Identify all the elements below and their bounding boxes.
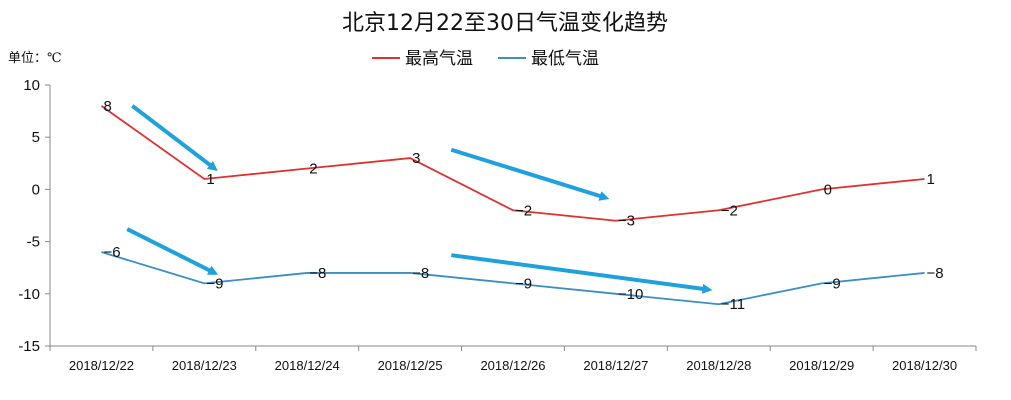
y-tick-label: -10	[18, 286, 40, 303]
data-label: 1	[206, 171, 214, 188]
y-tick-label: 10	[23, 77, 40, 94]
data-label: −2	[721, 202, 738, 219]
data-label: 2	[309, 161, 317, 178]
x-tick-label: 2018/12/27	[583, 358, 648, 373]
data-label: −8	[927, 265, 944, 282]
data-label: 8	[103, 98, 111, 115]
series-layer: 8 1 2 3 −2 −3 −2 0 1 −6 −9 −8 −8 −9 −10 −11 −9 −8	[100, 98, 944, 313]
trend-arrow	[450, 147, 610, 201]
data-label: −2	[515, 202, 532, 219]
y-tick-label: -5	[27, 234, 40, 251]
data-label: −9	[515, 275, 532, 292]
series-line-low	[101, 251, 925, 306]
series-line-high	[100, 105, 925, 222]
y-tick-label: 0	[32, 181, 40, 198]
x-tick-label: 2018/12/28	[686, 358, 751, 373]
x-tick-label: 2018/12/30	[892, 358, 957, 373]
data-label: −8	[309, 265, 326, 282]
x-tick-label: 2018/12/23	[172, 358, 237, 373]
trend-arrow	[126, 227, 219, 275]
annotation-arrows	[126, 104, 713, 294]
data-label: −6	[103, 244, 120, 261]
legend-label: 最低气温	[531, 49, 599, 69]
legend: 最高气温 最低气温	[372, 49, 599, 69]
chart-title: 北京12月22至30日气温变化趋势	[342, 11, 668, 36]
y-tick-label: -15	[18, 338, 40, 355]
trend-arrow	[451, 253, 713, 294]
trend-arrow	[131, 104, 218, 171]
data-label: −10	[618, 286, 643, 303]
x-axis: 2018/12/22 2018/12/23 2018/12/24 2018/12/25…	[49, 345, 977, 373]
y-unit-label: 单位：℃	[8, 51, 62, 66]
data-label: 1	[927, 171, 935, 188]
data-label: 3	[412, 150, 420, 167]
data-label: −9	[824, 275, 841, 292]
data-label: 0	[824, 181, 832, 198]
legend-label: 最高气温	[405, 49, 473, 69]
x-tick-label: 2018/12/25	[378, 358, 443, 373]
data-label: −8	[412, 265, 429, 282]
y-tick-label: 5	[32, 129, 40, 146]
x-tick-label: 2018/12/24	[275, 358, 340, 373]
data-label: −9	[206, 275, 223, 292]
data-label: −11	[721, 296, 745, 313]
y-axis: 10 5 0 -5 -10 -15	[18, 77, 51, 355]
x-tick-label: 2018/12/26	[480, 358, 545, 373]
x-tick-label: 2018/12/29	[789, 358, 854, 373]
x-tick-label: 2018/12/22	[69, 358, 134, 373]
data-label: −3	[618, 213, 635, 230]
